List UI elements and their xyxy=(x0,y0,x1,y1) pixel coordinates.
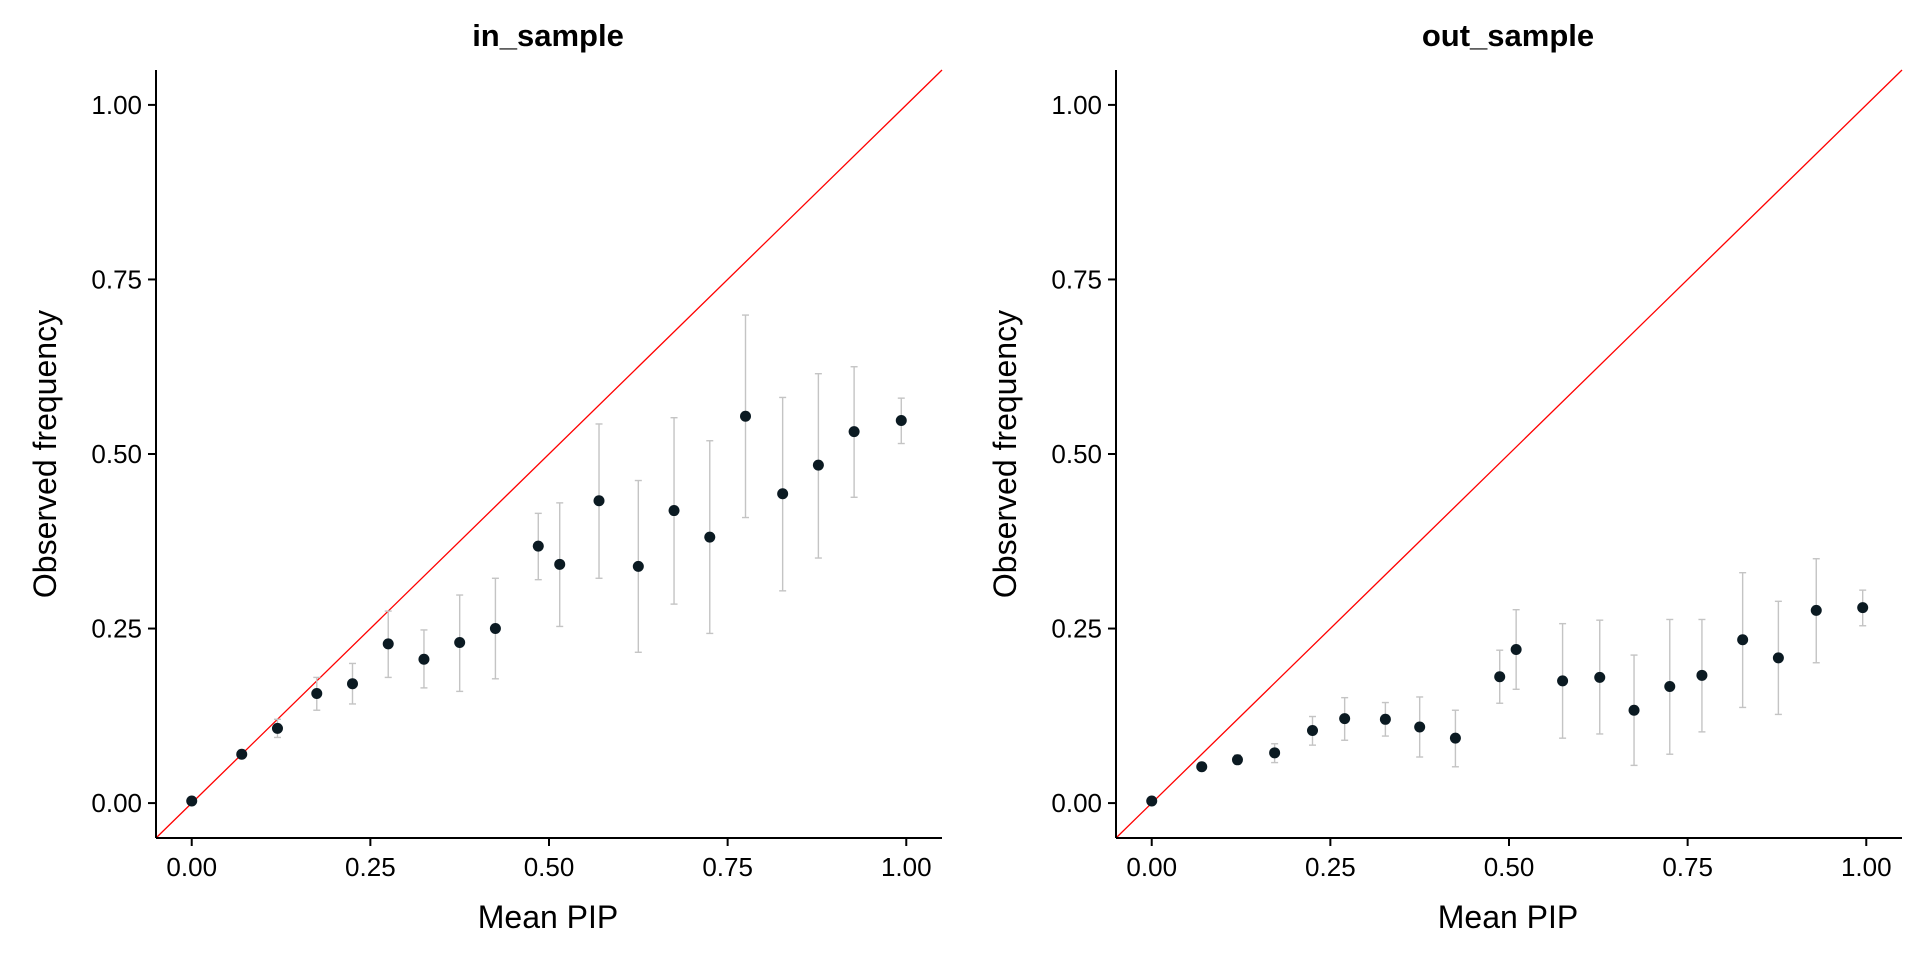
y-tick-label: 0.25 xyxy=(1051,614,1102,644)
plot-area-out-sample: 0.00 0.25 0.50 0.75 1.00 0.00 0.25 0.50 0.75 1.00 xyxy=(1051,69,1903,882)
data-point xyxy=(1772,652,1784,664)
data-point xyxy=(593,495,605,507)
y-tick-label: 0.50 xyxy=(1051,439,1102,469)
panel-title-out-sample: out_sample xyxy=(1422,18,1594,53)
x-tick-label: 0.00 xyxy=(166,852,217,882)
data-point xyxy=(1307,724,1318,736)
y-tick-label: 1.00 xyxy=(1051,90,1102,120)
reference-line-out-sample xyxy=(1115,69,1903,839)
data-point xyxy=(1664,680,1676,692)
data-point xyxy=(1857,602,1869,614)
x-tick-label: 0.50 xyxy=(524,852,575,882)
data-points-out-sample xyxy=(1146,602,1869,807)
y-tick-label: 0.75 xyxy=(1051,264,1102,294)
data-point xyxy=(1557,675,1569,687)
x-tick-label: 0.25 xyxy=(345,852,396,882)
panel-title-in-sample: in_sample xyxy=(472,18,624,53)
x-axis-title-out-sample: Mean PIP xyxy=(1438,899,1579,935)
y-tick-label: 0.00 xyxy=(91,788,142,818)
x-axis-title-in-sample: Mean PIP xyxy=(478,899,619,935)
data-point xyxy=(271,722,283,734)
data-point xyxy=(704,531,716,543)
data-point xyxy=(740,410,751,422)
data-point xyxy=(777,488,789,500)
data-point xyxy=(1339,713,1351,725)
data-point xyxy=(1414,721,1426,733)
plot-area-in-sample: 0.00 0.25 0.50 0.75 1.00 0.00 0.25 0.50 0.75 1.00 xyxy=(91,69,943,882)
data-point xyxy=(895,414,907,426)
data-point xyxy=(632,560,644,572)
data-point xyxy=(848,426,860,438)
data-point xyxy=(1696,669,1708,681)
data-point xyxy=(532,540,544,552)
data-point xyxy=(1594,671,1606,683)
data-point xyxy=(1494,671,1506,683)
data-point xyxy=(1449,732,1461,744)
data-point xyxy=(489,623,501,635)
data-point xyxy=(311,687,323,699)
error-bars-in-sample xyxy=(188,314,905,803)
data-point xyxy=(418,653,430,665)
y-tick-label: 0.25 xyxy=(91,614,142,644)
data-point xyxy=(186,795,198,807)
data-point xyxy=(1810,604,1822,616)
data-point xyxy=(347,678,358,690)
data-point xyxy=(1269,747,1281,759)
y-axis-title-in-sample: Observed frequency xyxy=(27,310,63,598)
y-tick-label: 0.75 xyxy=(91,264,142,294)
data-point xyxy=(1628,704,1640,716)
data-point xyxy=(454,637,466,649)
data-point xyxy=(382,638,394,650)
data-point xyxy=(1737,634,1749,646)
x-tick-label: 1.00 xyxy=(881,852,932,882)
y-tick-label: 0.50 xyxy=(91,439,142,469)
error-bars-out-sample xyxy=(1148,558,1867,803)
x-tick-label: 0.50 xyxy=(1484,852,1535,882)
data-point xyxy=(1510,643,1522,655)
y-tick-label: 1.00 xyxy=(91,90,142,120)
data-point xyxy=(1146,795,1158,807)
x-tick-label: 0.00 xyxy=(1126,852,1177,882)
x-tick-label: 0.75 xyxy=(702,852,753,882)
panel-in-sample: in_sample Mean PIP Observed frequency xyxy=(27,18,624,935)
y-tick-label: 0.00 xyxy=(1051,788,1102,818)
x-tick-label: 0.25 xyxy=(1305,852,1356,882)
x-tick-label: 0.75 xyxy=(1662,852,1713,882)
data-point xyxy=(1231,754,1243,766)
x-tick-label: 1.00 xyxy=(1841,852,1892,882)
y-axis-title-out-sample: Observed frequency xyxy=(987,310,1023,598)
panel-out-sample: out_sample Mean PIP Observed frequency xyxy=(987,18,1594,935)
data-point xyxy=(1196,761,1208,773)
data-point xyxy=(812,459,824,471)
data-point xyxy=(236,748,248,760)
data-points-in-sample xyxy=(186,410,907,807)
data-point xyxy=(554,558,566,570)
reference-line-in-sample xyxy=(155,69,943,839)
data-point xyxy=(1379,713,1391,725)
data-point xyxy=(668,505,680,517)
